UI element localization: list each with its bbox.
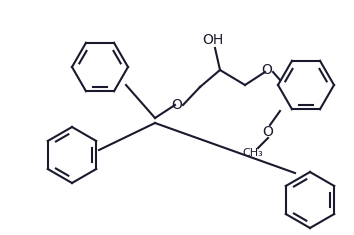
Text: O: O: [262, 63, 273, 77]
Text: CH₃: CH₃: [242, 148, 263, 158]
Text: OH: OH: [202, 33, 224, 47]
Text: O: O: [172, 98, 182, 112]
Text: O: O: [263, 125, 273, 139]
